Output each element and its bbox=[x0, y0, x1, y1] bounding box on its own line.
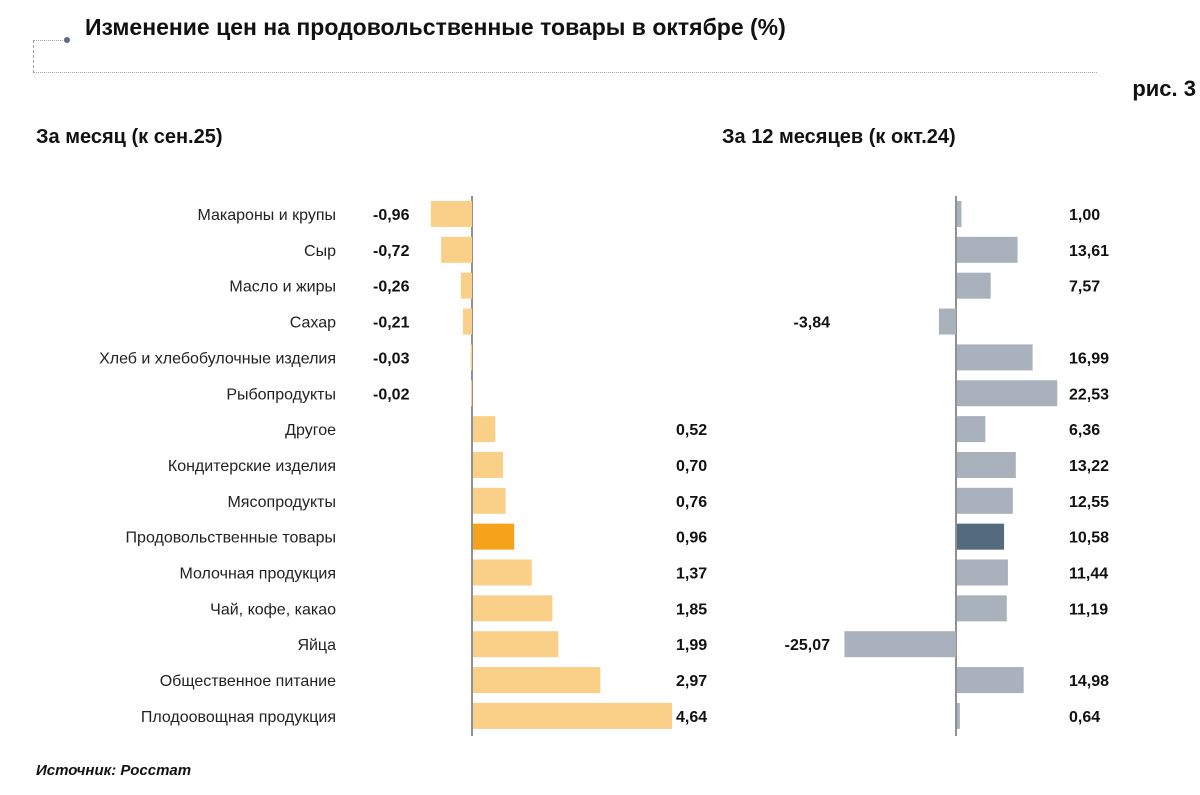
right-value-label: 0,64 bbox=[1069, 709, 1100, 726]
left-bar bbox=[460, 272, 472, 299]
right-value-label: 13,61 bbox=[1069, 243, 1109, 260]
left-value-label: 0,96 bbox=[676, 530, 707, 547]
category-label: Продовольственные товары bbox=[126, 530, 336, 547]
right-value-label: 16,99 bbox=[1069, 350, 1109, 367]
right-bar bbox=[957, 702, 960, 729]
left-bar bbox=[473, 523, 515, 550]
right-bar bbox=[844, 631, 956, 658]
left-bar bbox=[473, 702, 673, 729]
category-label: Рыбопродукты bbox=[226, 386, 336, 403]
left-value-label: -0,26 bbox=[373, 279, 410, 296]
left-bar bbox=[473, 667, 601, 694]
right-bar bbox=[957, 201, 962, 227]
right-chart-title: За 12 месяцев (к окт.24) bbox=[722, 126, 956, 148]
right-value-label: 13,22 bbox=[1069, 458, 1109, 475]
right-bar bbox=[957, 236, 1018, 263]
left-bar bbox=[473, 487, 506, 514]
chart-title: Изменение цен на продовольственные товар… bbox=[85, 14, 786, 40]
left-bar bbox=[473, 631, 559, 658]
left-value-label: 4,64 bbox=[676, 709, 707, 726]
category-label: Яйца bbox=[297, 637, 336, 654]
right-value-label: -3,84 bbox=[794, 315, 831, 332]
right-value-label: 12,55 bbox=[1069, 494, 1109, 511]
right-bar bbox=[957, 380, 1058, 407]
left-bar bbox=[471, 380, 472, 407]
category-label: Мясопродукты bbox=[227, 494, 336, 511]
bullet-dot bbox=[64, 37, 70, 43]
left-bar bbox=[473, 595, 553, 622]
category-label: Макароны и крупы bbox=[198, 207, 337, 224]
left-bar bbox=[470, 344, 472, 371]
left-chart-title: За месяц (к сен.25) bbox=[36, 126, 223, 148]
title-decoration bbox=[33, 40, 1097, 73]
left-value-label: -0,96 bbox=[373, 207, 410, 224]
category-label: Сахар bbox=[290, 315, 336, 332]
left-value-label: -0,72 bbox=[373, 243, 410, 260]
left-value-label: 1,85 bbox=[676, 601, 707, 618]
left-value-label: 1,37 bbox=[676, 566, 707, 583]
left-value-label: 0,52 bbox=[676, 422, 707, 439]
figure-label: рис. 3 bbox=[1132, 76, 1196, 101]
left-value-label: -0,03 bbox=[373, 350, 410, 367]
right-bar bbox=[957, 595, 1007, 622]
left-bar bbox=[462, 308, 472, 335]
right-value-label: 11,44 bbox=[1069, 566, 1108, 583]
right-value-label: 22,53 bbox=[1069, 386, 1109, 403]
right-bar bbox=[957, 487, 1013, 514]
right-value-label: 1,00 bbox=[1069, 207, 1100, 224]
left-value-label: 1,99 bbox=[676, 637, 707, 654]
category-label: Масло и жиры bbox=[229, 279, 336, 296]
left-value-label: -0,21 bbox=[373, 315, 410, 332]
right-value-label: 10,58 bbox=[1069, 530, 1109, 547]
left-bar bbox=[473, 559, 532, 586]
right-value-label: 14,98 bbox=[1069, 673, 1109, 690]
category-label: Общественное питание bbox=[160, 673, 336, 690]
category-label: Хлеб и хлебобулочные изделия bbox=[99, 350, 336, 367]
left-value-label: 2,97 bbox=[676, 673, 707, 690]
category-label: Кондитерские изделия bbox=[168, 458, 336, 475]
title-decoration-top bbox=[33, 40, 65, 41]
left-bar bbox=[430, 201, 472, 227]
left-bar bbox=[473, 416, 496, 443]
left-value-label: 0,76 bbox=[676, 494, 707, 511]
right-bar bbox=[957, 272, 991, 299]
right-bar bbox=[957, 667, 1024, 694]
right-bar bbox=[938, 308, 956, 335]
right-bar bbox=[957, 559, 1008, 586]
left-bar bbox=[441, 236, 472, 263]
right-bar bbox=[957, 416, 986, 443]
right-bar bbox=[957, 451, 1016, 478]
right-bar bbox=[957, 523, 1005, 550]
category-label: Молочная продукция bbox=[179, 566, 336, 583]
left-bar bbox=[473, 451, 504, 478]
right-value-label: -25,07 bbox=[785, 637, 830, 654]
right-value-label: 7,57 bbox=[1069, 279, 1100, 296]
right-value-label: 6,36 bbox=[1069, 422, 1100, 439]
right-value-label: 11,19 bbox=[1069, 601, 1108, 618]
category-label: Другое bbox=[285, 422, 336, 439]
category-label: Плодоовощная продукция bbox=[141, 709, 336, 726]
right-bar bbox=[957, 344, 1033, 371]
left-value-label: 0,70 bbox=[676, 458, 707, 475]
category-label: Сыр bbox=[304, 243, 336, 260]
category-label: Чай, кофе, какао bbox=[210, 601, 336, 618]
source-note: Источник: Росстат bbox=[36, 762, 192, 779]
left-value-label: -0,02 bbox=[373, 386, 410, 403]
